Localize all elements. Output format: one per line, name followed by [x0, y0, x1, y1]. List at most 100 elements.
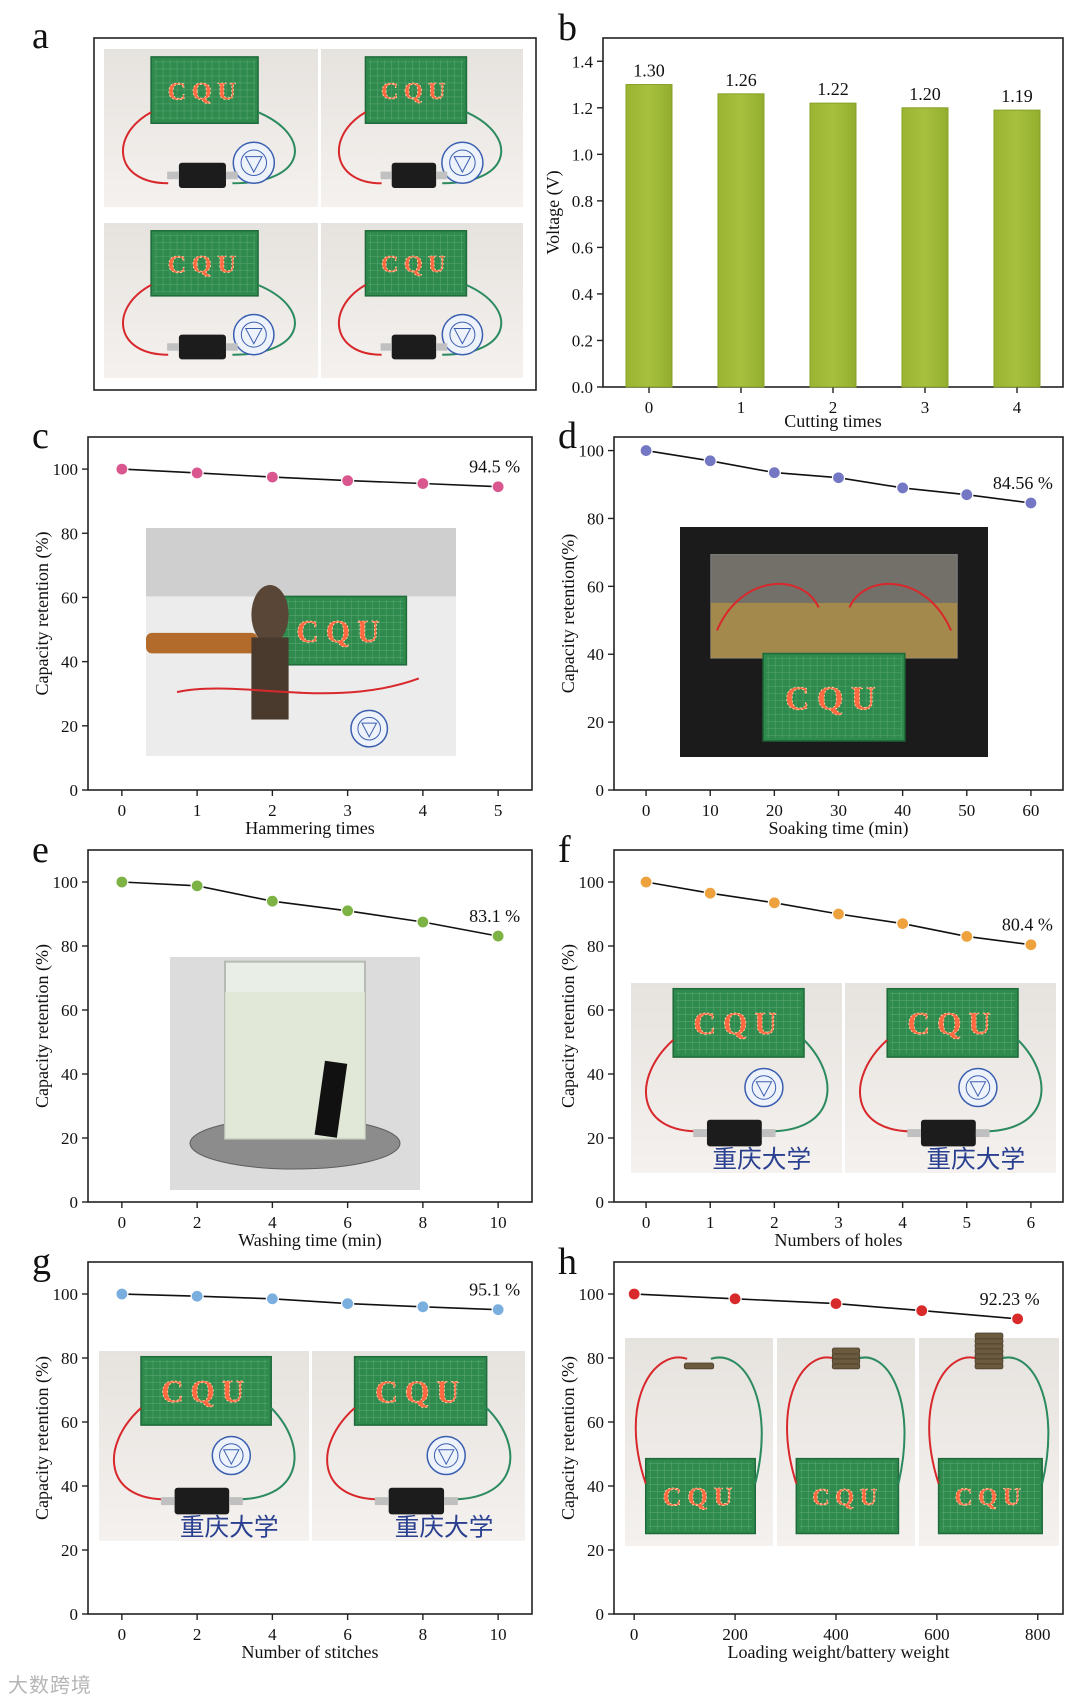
board-grid [154, 59, 256, 121]
x-axis-label: Numbers of holes [775, 1230, 903, 1250]
board-grid [676, 991, 802, 1055]
data-point [416, 915, 430, 929]
y-tick-label: 40 [61, 1477, 78, 1496]
x-tick-label: 0 [118, 801, 127, 820]
battery-tab [160, 1497, 175, 1506]
led-sign-text: CQU [161, 1374, 251, 1409]
x-tick-label: 8 [419, 1625, 428, 1644]
battery-pouch [174, 1487, 230, 1515]
x-tick-label: 2 [193, 1213, 202, 1232]
data-point [190, 1289, 204, 1303]
wire [710, 1356, 763, 1484]
panel-a-photo: CQU [104, 49, 318, 207]
panel-a: a CQU CQU CQU CQU [32, 15, 537, 391]
data-point [265, 894, 279, 908]
battery-tab [436, 343, 448, 351]
panel-letter-f: f [558, 829, 571, 871]
data-point [1024, 938, 1038, 952]
y-axis-label: Capacity retention(%) [558, 534, 579, 693]
data-point [915, 1304, 929, 1318]
x-tick-label: 4 [268, 1625, 277, 1644]
data-point [767, 466, 781, 480]
y-tick-label: 80 [61, 1349, 78, 1368]
y-axis-label: Capacity retention (%) [558, 1356, 579, 1520]
x-tick-label: 0 [118, 1625, 127, 1644]
battery-tab [444, 1497, 458, 1506]
circuit-board [937, 1457, 1043, 1535]
data-point [728, 1292, 742, 1306]
y-tick-label: 100 [579, 442, 605, 461]
inset-photo: CQU 重庆大学 [845, 983, 1056, 1173]
board-grid [368, 233, 464, 293]
bar [901, 107, 949, 388]
axes-frame [87, 436, 533, 791]
y-tick-label: 1.2 [572, 99, 593, 118]
x-tick-label: 5 [494, 801, 503, 820]
y-tick-label: 60 [587, 1001, 604, 1020]
y-tick-label: 0 [70, 1193, 79, 1212]
data-point [341, 474, 355, 488]
coin-weight [683, 1362, 715, 1370]
battery-tab [167, 171, 179, 180]
y-tick-label: 40 [61, 653, 78, 672]
led-sign-text: CQU [375, 1374, 466, 1409]
panel-letter-c: c [32, 415, 49, 457]
inset-caption: 重庆大学 [926, 1145, 1025, 1173]
hammer-shaft [251, 637, 289, 720]
y-tick-label: 1.4 [572, 52, 594, 71]
wire [786, 1356, 836, 1484]
data-point [416, 476, 430, 491]
hammer-head [251, 585, 289, 645]
bar [993, 109, 1041, 388]
x-tick-label: 60 [1022, 801, 1039, 820]
wire [999, 1356, 1050, 1484]
circuit-board [364, 56, 468, 125]
led-sign-text: CQU [812, 1484, 883, 1511]
panel-c: c CQU 0 20 40 60 80 100 0 1 2 3 4 5 Hammering times Cap… [32, 415, 533, 838]
x-axis-label: Hammering times [245, 818, 374, 838]
x-tick-label: 50 [958, 801, 975, 820]
circuit-board [672, 987, 805, 1058]
data-point [1024, 496, 1038, 510]
wire [761, 1039, 829, 1133]
inset-caption: 重庆大学 [180, 1513, 279, 1541]
data-point [491, 929, 505, 943]
university-logo [744, 1067, 784, 1108]
inset-photo: CQU [919, 1332, 1059, 1546]
panel-g: g CQU 重庆大学 CQU 重庆大学 0 20 40 60 80 100 0 2 4 6 8 10 Number… [32, 1241, 533, 1662]
circuit-board [364, 230, 468, 297]
university-logo [441, 141, 484, 185]
x-tick-label: 0 [630, 1625, 639, 1644]
wire [848, 583, 952, 631]
led-sign-text: CQU [296, 614, 386, 649]
board-grid [766, 656, 902, 738]
wire [716, 583, 820, 631]
university-logo [958, 1067, 998, 1108]
inset-photo: CQU [680, 527, 988, 757]
bar-data-label: 1.19 [1001, 86, 1033, 106]
led-sign-text: CQU [955, 1484, 1027, 1511]
y-tick-label: 0.0 [572, 378, 593, 397]
inset-photo: CQU 重庆大学 [631, 983, 842, 1173]
x-tick-label: 3 [834, 1213, 843, 1232]
x-tick-label: 0 [642, 1213, 651, 1232]
y-tick-label: 100 [579, 873, 605, 892]
inset-photo: CQU [625, 1338, 773, 1546]
data-point [960, 929, 974, 944]
panel-e: e 0 20 40 60 80 100 0 2 4 6 8 10 Washing time (min) Ca… [32, 829, 533, 1251]
x-tick-label: 20 [766, 801, 783, 820]
inset-photo: CQU 重庆大学 [312, 1351, 525, 1541]
panel-letter-e: e [32, 829, 49, 871]
panel-a-photo: CQU [321, 223, 523, 378]
battery-tab [693, 1129, 707, 1138]
inset-photo [170, 957, 420, 1190]
hammer-handle [146, 632, 258, 654]
y-tick-label: 0 [596, 1193, 605, 1212]
coin-weight [974, 1332, 1004, 1340]
led-sign-text: CQU [907, 1006, 997, 1041]
bar [809, 102, 857, 388]
axes-frame [87, 1261, 533, 1615]
circuit-board [644, 1457, 756, 1535]
data-point [896, 916, 910, 931]
